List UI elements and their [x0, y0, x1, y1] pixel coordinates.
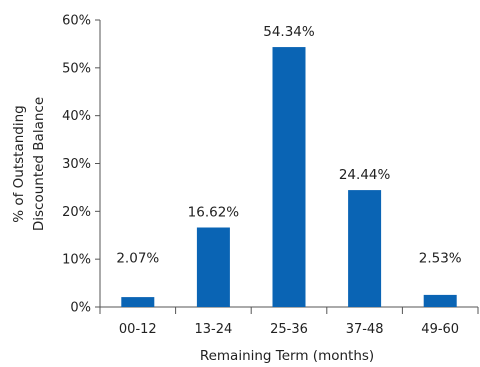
y-tick-label: 30% [62, 157, 91, 172]
data-label-00-12: 2.07% [116, 251, 159, 267]
y-axis-title: % of Outstanding Discounted Balance [11, 97, 47, 231]
y-tick-label: 60% [62, 14, 91, 29]
x-tick-label: 25-36 [270, 322, 308, 337]
bar-00-12 [121, 297, 155, 307]
y-tick-label: 50% [62, 61, 91, 76]
bar-25-36 [272, 47, 306, 307]
bar-49-60 [423, 294, 457, 307]
bars [121, 47, 457, 307]
x-tick-label: 00-12 [119, 322, 157, 337]
y-tick-label: 0% [70, 301, 91, 316]
data-label-37-48: 24.44% [339, 167, 391, 183]
bar-13-24 [196, 227, 230, 307]
y-axis-title-line-2: Discounted Balance [31, 97, 47, 231]
data-labels: 2.07% 16.62% 54.34% 24.44% 2.53% [116, 24, 461, 266]
x-axis-title: Remaining Term (months) [200, 348, 374, 364]
x-tick-label: 49-60 [421, 322, 459, 337]
bar-37-48 [348, 190, 382, 307]
data-label-13-24: 16.62% [188, 205, 240, 221]
y-axis-title-line-1: % of Outstanding [11, 105, 27, 223]
data-label-49-60: 2.53% [419, 251, 462, 267]
axes: 0% 10% 20% 30% 40% 50% 60% 00-12 13-24 25-36 37-48… [62, 14, 479, 337]
x-tick-label: 13-24 [195, 322, 233, 337]
data-label-25-36: 54.34% [263, 24, 315, 40]
x-tick-label: 37-48 [346, 322, 384, 337]
y-tick-label: 20% [62, 205, 91, 220]
y-tick-label: 40% [62, 109, 91, 124]
y-tick-label: 10% [62, 253, 91, 268]
